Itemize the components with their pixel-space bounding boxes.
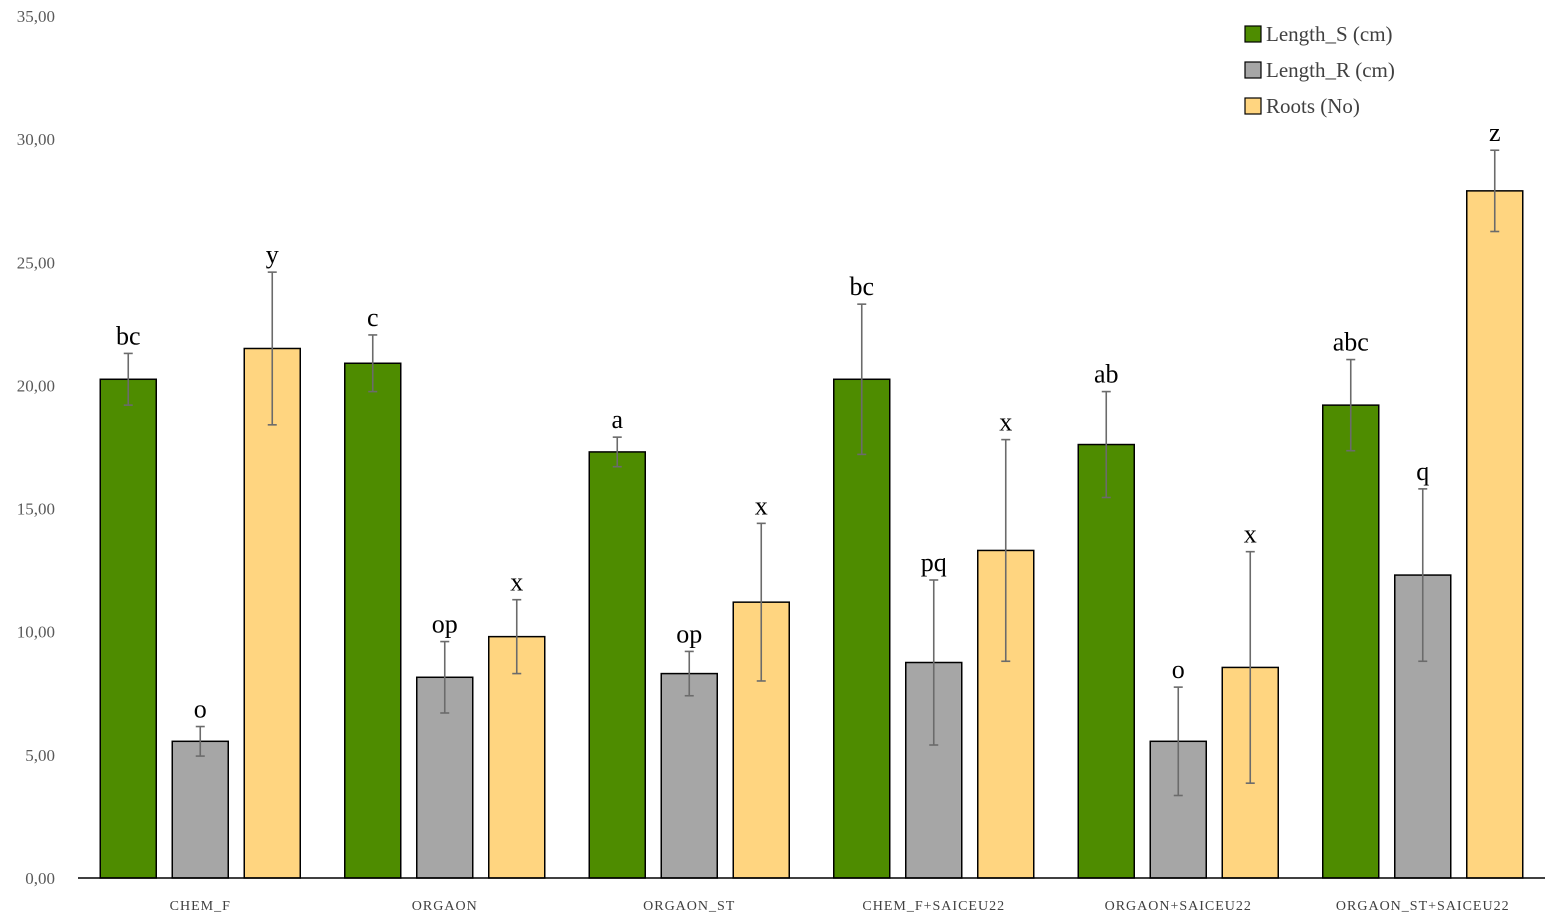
significance-label: y	[266, 240, 279, 269]
significance-label: o	[1172, 655, 1185, 684]
bar	[1077, 443, 1135, 879]
x-tick-label: CHEM_F	[170, 899, 231, 914]
y-tick-label: 20,00	[17, 376, 55, 395]
legend-swatch	[1244, 25, 1262, 43]
x-tick-label: ORGAON_ST+SAICEU22	[1336, 899, 1510, 914]
x-tick-label: ORGAON+SAICEU22	[1105, 899, 1252, 914]
x-tick-label: ORGAON_ST	[643, 899, 735, 914]
significance-label: a	[611, 405, 623, 434]
bars-group	[99, 190, 1524, 879]
significance-label: ab	[1094, 360, 1119, 389]
y-tick-label: 0,00	[25, 869, 55, 888]
significance-label: op	[676, 619, 702, 648]
bar	[1466, 190, 1524, 879]
y-tick-label: 10,00	[17, 623, 55, 642]
significance-labels-group: bc o y c op x a op x bc pq x ab o x abc q z	[116, 118, 1501, 723]
bar	[488, 635, 546, 879]
y-tick-label: 25,00	[17, 253, 55, 272]
significance-label: x	[1244, 520, 1257, 549]
legend-swatch	[1244, 97, 1262, 115]
error-bars-group	[123, 149, 1500, 797]
significance-label: x	[510, 568, 523, 597]
bar	[1322, 404, 1380, 879]
y-tick-label: 35,00	[17, 7, 55, 26]
significance-label: c	[367, 303, 379, 332]
significance-label: x	[755, 491, 768, 520]
significance-label: op	[432, 610, 458, 639]
bar	[344, 362, 402, 879]
y-tick-label: 30,00	[17, 130, 55, 149]
significance-label: abc	[1333, 328, 1369, 357]
bar	[171, 740, 229, 879]
bar	[588, 451, 646, 879]
x-tick-label: ORGAON	[412, 899, 478, 914]
bar	[833, 378, 891, 879]
significance-label: bc	[116, 321, 141, 350]
legend-label: Length_R (cm)	[1266, 58, 1395, 82]
bar	[99, 378, 157, 879]
significance-label: bc	[849, 272, 874, 301]
bar	[660, 672, 718, 879]
significance-label: z	[1489, 118, 1501, 147]
legend-label: Roots (No)	[1266, 94, 1360, 118]
x-axis: CHEM_F ORGAON ORGAON_ST CHEM_F+SAICEU22 ORGA…	[78, 877, 1545, 914]
y-tick-label: 15,00	[17, 500, 55, 519]
legend: Length_S (cm) Length_R (cm) Roots (No)	[1244, 22, 1395, 118]
y-tick-label: 5,00	[25, 746, 55, 765]
significance-label: x	[999, 408, 1012, 437]
y-axis: 0,00 5,00 10,00 15,00 20,00 25,00 30,00 35,00	[17, 7, 55, 888]
bar	[243, 347, 301, 879]
legend-label: Length_S (cm)	[1266, 22, 1393, 46]
x-tick-label: CHEM_F+SAICEU22	[862, 899, 1005, 914]
significance-label: o	[194, 695, 207, 724]
legend-swatch	[1244, 61, 1262, 79]
significance-label: q	[1416, 457, 1429, 486]
significance-label: pq	[921, 548, 947, 577]
